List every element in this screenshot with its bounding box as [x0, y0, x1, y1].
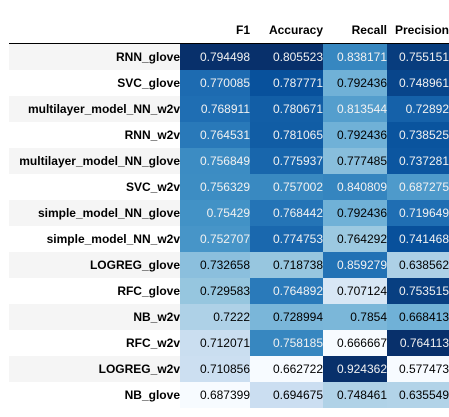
- cell-precision: 0.687275: [387, 174, 449, 200]
- cell-f1: 0.710856: [180, 356, 250, 382]
- row-label: simple_model_NN_w2v: [9, 226, 180, 252]
- row-label: RNN_glove: [9, 43, 180, 70]
- table-row: RFC_w2v 0.712071 0.758185 0.666667 0.764113: [9, 330, 449, 356]
- cell-recall: 0.748461: [323, 382, 387, 408]
- cell-recall: 0.777485: [323, 148, 387, 174]
- cell-accuracy: 0.787771: [250, 70, 323, 96]
- cell-recall: 0.924362: [323, 356, 387, 382]
- cell-f1: 0.794498: [180, 43, 250, 70]
- cell-recall: 0.813544: [323, 96, 387, 122]
- cell-accuracy: 0.728994: [250, 304, 323, 330]
- index-header: [9, 17, 180, 44]
- table-row: multilayer_model_NN_w2v 0.768911 0.780671 0…: [9, 96, 449, 122]
- table-row: NB_glove 0.687399 0.694675 0.748461 0.635549: [9, 382, 449, 408]
- cell-recall: 0.840809: [323, 174, 387, 200]
- row-label: NB_glove: [9, 382, 180, 408]
- row-label: LOGREG_glove: [9, 252, 180, 278]
- cell-f1: 0.756329: [180, 174, 250, 200]
- column-header-accuracy: Accuracy: [250, 17, 323, 44]
- cell-recall: 0.859279: [323, 252, 387, 278]
- column-header-f1: F1: [180, 17, 250, 44]
- cell-f1: 0.752707: [180, 226, 250, 252]
- table-row: RNN_glove 0.794498 0.805523 0.838171 0.75515…: [9, 43, 449, 70]
- table-row: NB_w2v 0.7222 0.728994 0.7854 0.668413: [9, 304, 449, 330]
- row-label: multilayer_model_NN_w2v: [9, 96, 180, 122]
- cell-accuracy: 0.768442: [250, 200, 323, 226]
- cell-accuracy: 0.694675: [250, 382, 323, 408]
- cell-precision: 0.738525: [387, 122, 449, 148]
- cell-accuracy: 0.775937: [250, 148, 323, 174]
- cell-f1: 0.687399: [180, 382, 250, 408]
- header-row: F1 Accuracy Recall Precision: [9, 17, 449, 44]
- cell-recall: 0.792436: [323, 122, 387, 148]
- row-label: SVC_glove: [9, 70, 180, 96]
- cell-f1: 0.732658: [180, 252, 250, 278]
- cell-accuracy: 0.774753: [250, 226, 323, 252]
- cell-f1: 0.729583: [180, 278, 250, 304]
- cell-f1: 0.7222: [180, 304, 250, 330]
- cell-recall: 0.792436: [323, 200, 387, 226]
- cell-f1: 0.770085: [180, 70, 250, 96]
- row-label: NB_w2v: [9, 304, 180, 330]
- cell-recall: 0.666667: [323, 330, 387, 356]
- cell-accuracy: 0.805523: [250, 43, 323, 70]
- row-label: RFC_w2v: [9, 330, 180, 356]
- cell-accuracy: 0.757002: [250, 174, 323, 200]
- row-label: SVC_w2v: [9, 174, 180, 200]
- table-row: multilayer_model_NN_glove 0.756849 0.77593…: [9, 148, 449, 174]
- table-row: RNN_w2v 0.764531 0.781065 0.792436 0.738525: [9, 122, 449, 148]
- column-header-precision: Precision: [387, 17, 449, 44]
- cell-precision: 0.719649: [387, 200, 449, 226]
- cell-recall: 0.838171: [323, 43, 387, 70]
- cell-f1: 0.768911: [180, 96, 250, 122]
- cell-f1: 0.712071: [180, 330, 250, 356]
- table-body: RNN_glove 0.794498 0.805523 0.838171 0.75515…: [9, 43, 449, 408]
- cell-precision: 0.737281: [387, 148, 449, 174]
- row-label: multilayer_model_NN_glove: [9, 148, 180, 174]
- cell-precision: 0.638562: [387, 252, 449, 278]
- table-row: simple_model_NN_w2v 0.752707 0.774753 0.764…: [9, 226, 449, 252]
- row-label: simple_model_NN_glove: [9, 200, 180, 226]
- cell-f1: 0.75429: [180, 200, 250, 226]
- table-row: LOGREG_w2v 0.710856 0.662722 0.924362 0.5774…: [9, 356, 449, 382]
- cell-precision: 0.741468: [387, 226, 449, 252]
- cell-precision: 0.635549: [387, 382, 449, 408]
- cell-precision: 0.764113: [387, 330, 449, 356]
- cell-precision: 0.577473: [387, 356, 449, 382]
- row-label: RFC_glove: [9, 278, 180, 304]
- cell-recall: 0.792436: [323, 70, 387, 96]
- cell-accuracy: 0.780671: [250, 96, 323, 122]
- cell-recall: 0.707124: [323, 278, 387, 304]
- column-header-recall: Recall: [323, 17, 387, 44]
- cell-accuracy: 0.781065: [250, 122, 323, 148]
- table-row: RFC_glove 0.729583 0.764892 0.707124 0.75351…: [9, 278, 449, 304]
- cell-precision: 0.72892: [387, 96, 449, 122]
- cell-f1: 0.764531: [180, 122, 250, 148]
- table-row: SVC_w2v 0.756329 0.757002 0.840809 0.687275: [9, 174, 449, 200]
- cell-precision: 0.755151: [387, 43, 449, 70]
- cell-accuracy: 0.764892: [250, 278, 323, 304]
- cell-f1: 0.756849: [180, 148, 250, 174]
- cell-accuracy: 0.662722: [250, 356, 323, 382]
- cell-accuracy: 0.758185: [250, 330, 323, 356]
- metrics-table: F1 Accuracy Recall Precision RNN_glove 0.…: [9, 17, 449, 408]
- cell-accuracy: 0.718738: [250, 252, 323, 278]
- table-row: SVC_glove 0.770085 0.787771 0.792436 0.74896…: [9, 70, 449, 96]
- cell-recall: 0.764292: [323, 226, 387, 252]
- cell-precision: 0.668413: [387, 304, 449, 330]
- cell-precision: 0.753515: [387, 278, 449, 304]
- cell-precision: 0.748961: [387, 70, 449, 96]
- table-row: LOGREG_glove 0.732658 0.718738 0.859279 0.63…: [9, 252, 449, 278]
- row-label: RNN_w2v: [9, 122, 180, 148]
- cell-recall: 0.7854: [323, 304, 387, 330]
- table-row: simple_model_NN_glove 0.75429 0.768442 0.79…: [9, 200, 449, 226]
- row-label: LOGREG_w2v: [9, 356, 180, 382]
